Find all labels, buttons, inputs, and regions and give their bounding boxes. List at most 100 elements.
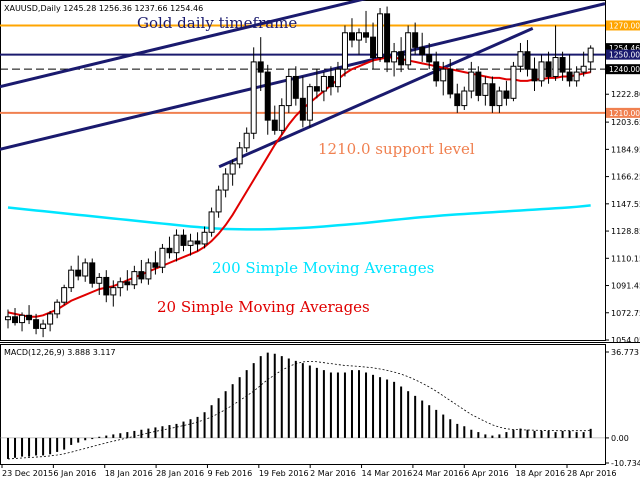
candle-54[interactable] — [384, 6, 391, 73]
candle-body — [447, 68, 454, 95]
trendline-2[interactable] — [218, 27, 534, 169]
candle-28[interactable] — [201, 226, 208, 249]
candle-72[interactable] — [510, 61, 517, 102]
candle-78[interactable] — [552, 25, 559, 81]
candle-6[interactable] — [47, 310, 54, 332]
candle-66[interactable] — [468, 61, 475, 99]
candle-69[interactable] — [489, 76, 496, 113]
candle-body — [26, 314, 33, 321]
candle-57[interactable] — [405, 25, 412, 70]
candle-68[interactable] — [482, 76, 489, 106]
candle-40[interactable] — [285, 69, 292, 113]
candle-73[interactable] — [517, 42, 524, 73]
candle-36[interactable] — [257, 37, 264, 92]
candle-64[interactable] — [454, 83, 461, 113]
main-pane-frame — [0, 0, 606, 341]
candle-16[interactable] — [117, 277, 124, 297]
candle-body — [320, 75, 327, 92]
candle-23[interactable] — [166, 236, 173, 259]
candle-5[interactable] — [40, 319, 47, 338]
candle-1[interactable] — [12, 308, 19, 326]
candle-71[interactable] — [503, 80, 510, 106]
candle-55[interactable] — [391, 42, 398, 77]
candle-4[interactable] — [33, 313, 40, 335]
price-tick-label: 1128.85 — [611, 227, 640, 236]
candle-0[interactable] — [5, 309, 11, 329]
candle-51[interactable] — [363, 10, 370, 43]
candle-62[interactable] — [440, 61, 447, 96]
candle-46[interactable] — [327, 66, 334, 96]
candle-body — [552, 57, 559, 77]
candle-67[interactable] — [475, 66, 482, 102]
candle-7[interactable] — [54, 299, 61, 319]
candle-43[interactable] — [306, 83, 313, 128]
candle-31[interactable] — [222, 168, 229, 198]
candle-body — [61, 287, 68, 303]
candle-18[interactable] — [131, 265, 138, 290]
candle-79[interactable] — [559, 51, 566, 81]
candle-58[interactable] — [412, 22, 419, 55]
price-tick-label: 1091.45 — [611, 282, 640, 291]
candle-30[interactable] — [215, 185, 222, 218]
candle-60[interactable] — [426, 42, 433, 70]
candle-37[interactable] — [264, 64, 271, 135]
candle-33[interactable] — [236, 142, 243, 169]
candle-83[interactable] — [587, 45, 594, 73]
candle-76[interactable] — [538, 54, 545, 87]
candle-3[interactable] — [26, 305, 33, 325]
candle-56[interactable] — [398, 37, 405, 73]
price-tick-label: 1166.25 — [611, 173, 640, 182]
candle-10[interactable] — [75, 255, 82, 281]
candle-22[interactable] — [159, 243, 166, 274]
candle-11[interactable] — [82, 258, 89, 282]
candle-81[interactable] — [573, 66, 580, 87]
candle-12[interactable] — [89, 258, 96, 288]
candle-61[interactable] — [433, 51, 440, 87]
candle-47[interactable] — [334, 61, 341, 93]
candle-body — [348, 32, 355, 41]
candle-38[interactable] — [271, 105, 278, 135]
candle-44[interactable] — [313, 69, 320, 99]
candle-52[interactable] — [370, 22, 377, 70]
candle-25[interactable] — [180, 229, 187, 252]
candle-35[interactable] — [250, 47, 257, 140]
candle-74[interactable] — [524, 40, 531, 77]
candle-42[interactable] — [299, 76, 306, 128]
candle-53[interactable] — [377, 8, 384, 62]
candle-body — [327, 75, 334, 88]
trendline-1[interactable] — [0, 0, 605, 89]
candle-body — [356, 32, 362, 41]
candle-14[interactable] — [103, 270, 110, 303]
candle-45[interactable] — [320, 72, 327, 102]
candle-13[interactable] — [96, 273, 103, 295]
candle-82[interactable] — [580, 51, 587, 77]
candle-80[interactable] — [566, 54, 573, 87]
candle-34[interactable] — [243, 127, 250, 153]
candle-77[interactable] — [545, 51, 552, 84]
candle-20[interactable] — [145, 258, 152, 285]
candle-41[interactable] — [292, 66, 299, 106]
candle-8[interactable] — [61, 284, 68, 306]
candle-75[interactable] — [531, 57, 538, 92]
candle-2[interactable] — [19, 312, 26, 332]
candle-48[interactable] — [341, 25, 348, 77]
candle-39[interactable] — [278, 98, 285, 135]
candle-body — [75, 269, 82, 277]
candle-63[interactable] — [447, 58, 454, 99]
candle-29[interactable] — [208, 207, 215, 237]
candle-65[interactable] — [461, 86, 468, 110]
candle-21[interactable] — [152, 251, 159, 275]
candle-19[interactable] — [138, 259, 145, 284]
candle-32[interactable] — [229, 159, 236, 186]
candle-70[interactable] — [496, 86, 503, 113]
candle-49[interactable] — [348, 18, 355, 48]
candle-15[interactable] — [110, 280, 117, 307]
candle-26[interactable] — [187, 233, 194, 256]
candle-59[interactable] — [419, 32, 426, 62]
candle-50[interactable] — [356, 28, 362, 55]
candle-27[interactable] — [194, 232, 201, 252]
candle-9[interactable] — [68, 265, 75, 293]
candle-17[interactable] — [124, 270, 131, 291]
candle-24[interactable] — [173, 229, 180, 262]
